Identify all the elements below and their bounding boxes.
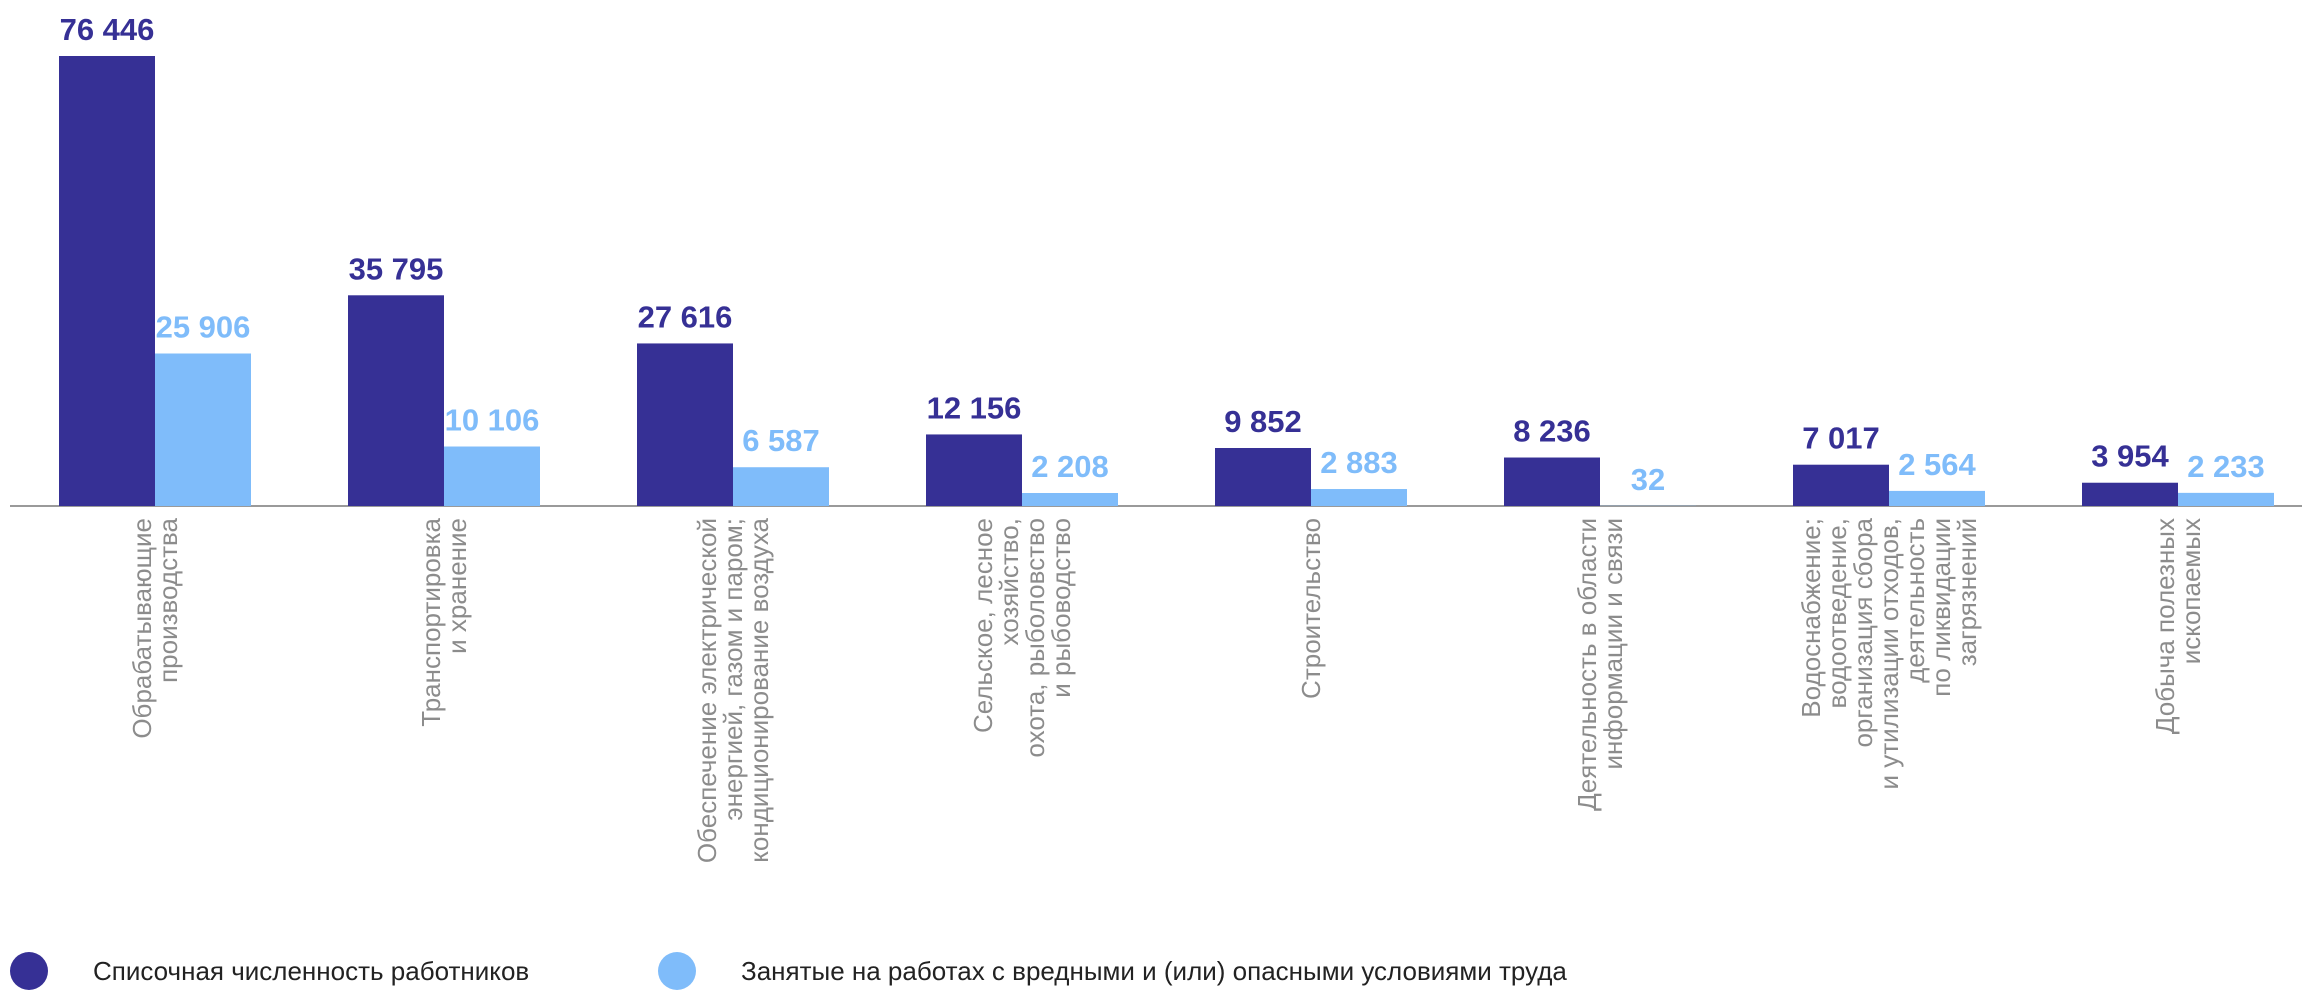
svg-text:Добыча полезныхископаемых: Добыча полезныхископаемых: [2150, 518, 2206, 734]
value-labels-layer: 76 446 25 906 35 795 10 106 27 616 6 587 12 15…: [60, 12, 2265, 497]
bars-layer: [59, 56, 2274, 506]
bar-series-1-5: [1215, 448, 1311, 506]
category-label-6: Деятельность в областиинформации и связи: [1572, 518, 1628, 811]
bar-series-2-2: [444, 446, 540, 506]
value-label-series-1-1: 76 446: [60, 12, 155, 47]
bar-series-1-8: [2082, 482, 2178, 506]
bar-series-2-1: [155, 353, 251, 506]
svg-text:Транспортировкаи хранение: Транспортировкаи хранение: [416, 517, 472, 726]
svg-text:Деятельность в областиинформац: Деятельность в областиинформации и связи: [1572, 518, 1628, 811]
value-label-series-2-5: 2 883: [1320, 445, 1398, 480]
legend-label-series-1: Списочная численность работников: [93, 955, 530, 986]
svg-text:Обрабатывающиепроизводства: Обрабатывающиепроизводства: [127, 517, 183, 738]
value-label-series-2-6: 32: [1631, 462, 1665, 497]
value-label-series-1-6: 8 236: [1513, 414, 1591, 449]
legend-marker-dark: [10, 952, 48, 990]
category-label-1: Обрабатывающиепроизводства: [127, 517, 183, 738]
category-label-4: Сельское, лесноехозяйство,охота, рыболов…: [968, 518, 1076, 758]
svg-text:Обеспечение электрическойэнерг: Обеспечение электрическойэнергией, газом…: [692, 517, 774, 863]
value-label-series-1-2: 35 795: [349, 251, 444, 286]
bar-series-1-7: [1793, 464, 1889, 506]
legend: Списочная численность работников Занятые…: [0, 952, 2302, 992]
value-label-series-2-3: 6 587: [742, 423, 820, 458]
category-labels-layer: Обрабатывающиепроизводства Транспортировк…: [127, 517, 2206, 863]
svg-text:Сельское, лесноехозяйство,охот: Сельское, лесноехозяйство,охота, рыболов…: [968, 518, 1076, 758]
bar-series-2-8: [2178, 492, 2274, 506]
legend-marker-light: [658, 952, 696, 990]
legend-item-series-2: Занятые на работах с вредными и (или) оп…: [658, 952, 1567, 990]
bar-series-2-7: [1889, 490, 1985, 506]
bar-series-1-6: [1504, 457, 1600, 506]
value-label-series-2-2: 10 106: [445, 403, 540, 438]
bar-series-2-5: [1311, 489, 1407, 506]
value-label-series-2-8: 2 233: [2187, 449, 2265, 484]
legend-label-series-2: Занятые на работах с вредными и (или) оп…: [741, 955, 1567, 986]
value-label-series-2-7: 2 564: [1898, 447, 1976, 482]
value-label-series-1-8: 3 954: [2091, 439, 2169, 474]
value-label-series-1-3: 27 616: [638, 299, 733, 334]
value-label-series-1-4: 12 156: [927, 390, 1022, 425]
category-label-3: Обеспечение электрическойэнергией, газом…: [692, 517, 774, 863]
svg-text:Строительство: Строительство: [1296, 518, 1326, 699]
category-label-2: Транспортировкаи хранение: [416, 517, 472, 726]
category-label-7: Водоснабжение;водоотведение,организация …: [1796, 517, 1982, 789]
bar-series-1-2: [348, 295, 444, 506]
category-label-8: Добыча полезныхископаемых: [2150, 518, 2206, 734]
legend-item-series-1: Списочная численность работников: [10, 952, 529, 990]
svg-text:Водоснабжение;водоотведение,ор: Водоснабжение;водоотведение,организация …: [1796, 517, 1982, 789]
bar-series-1-1: [59, 56, 155, 506]
category-label-5: Строительство: [1296, 518, 1326, 699]
bar-series-2-4: [1022, 493, 1118, 506]
bar-series-1-4: [926, 434, 1022, 506]
value-label-series-1-7: 7 017: [1802, 421, 1880, 456]
value-label-series-2-4: 2 208: [1031, 449, 1109, 484]
bar-series-2-3: [733, 467, 829, 506]
value-label-series-2-1: 25 906: [156, 310, 251, 345]
bar-series-1-3: [637, 343, 733, 506]
value-label-series-1-5: 9 852: [1224, 404, 1302, 439]
